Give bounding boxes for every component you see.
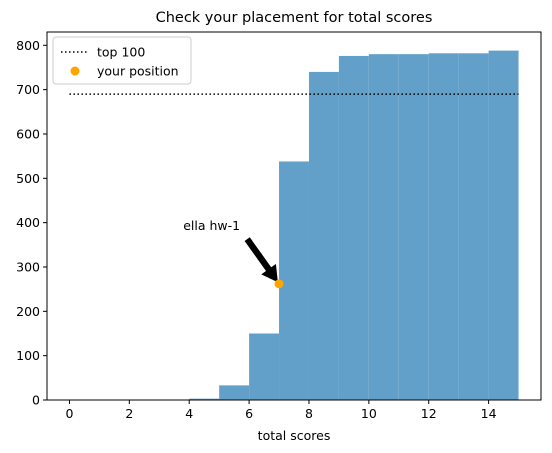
legend-position-swatch	[70, 66, 80, 76]
x-tick-label: 8	[305, 406, 313, 421]
histogram-bar-3	[279, 161, 309, 400]
y-tick-label: 100	[16, 348, 40, 363]
bars	[189, 50, 519, 401]
y-tick-label: 500	[16, 171, 40, 186]
histogram-bar-9	[458, 53, 489, 401]
y-tick-label: 700	[16, 82, 40, 97]
histogram-bar-6	[368, 54, 399, 401]
y-tick-label: 600	[16, 126, 40, 141]
x-tick-label: 12	[421, 406, 437, 421]
plot-frame	[46, 31, 542, 401]
annotation-text: ella hw-1	[183, 218, 240, 233]
histogram-bar-5	[338, 55, 369, 400]
y-tick-label: 300	[16, 259, 40, 274]
histogram-bar-2	[249, 333, 280, 400]
annotation: ella hw-1	[183, 218, 278, 283]
histogram-bar-1	[219, 385, 250, 400]
histogram-bar-10	[488, 50, 519, 401]
histogram-bar-8	[428, 53, 459, 401]
your-position-marker	[274, 279, 284, 289]
y-tick-label: 0	[32, 393, 40, 408]
annotation-arrow	[244, 237, 278, 283]
chart-title: Check your placement for total scores	[156, 10, 433, 26]
histogram-bar-7	[398, 54, 429, 401]
histogram-bar-4	[308, 71, 339, 400]
x-tick-label: 2	[125, 406, 133, 421]
y-tick-label: 400	[16, 215, 40, 230]
x-tick-label: 4	[185, 406, 193, 421]
x-tick-label: 0	[65, 406, 73, 421]
x-tick-label: 14	[481, 406, 497, 421]
legend-position-label: your position	[97, 64, 179, 79]
y-tick-label: 800	[16, 38, 40, 53]
histogram-bar-0	[189, 398, 220, 400]
x-tick-label: 6	[245, 406, 253, 421]
legend-top-100-label: top 100	[97, 45, 145, 60]
y-axis-ticks: 0 100 200 300 400 500 600 700 800	[16, 38, 47, 408]
legend-box	[52, 36, 192, 85]
position-marker-group	[274, 279, 284, 289]
x-axis-ticks: 0 2 4 6 8 10 12 14	[65, 400, 497, 421]
legend: top 100 your position	[52, 36, 192, 85]
x-axis-label: total scores	[258, 428, 331, 443]
y-tick-label: 200	[16, 304, 40, 319]
x-tick-label: 10	[361, 406, 377, 421]
